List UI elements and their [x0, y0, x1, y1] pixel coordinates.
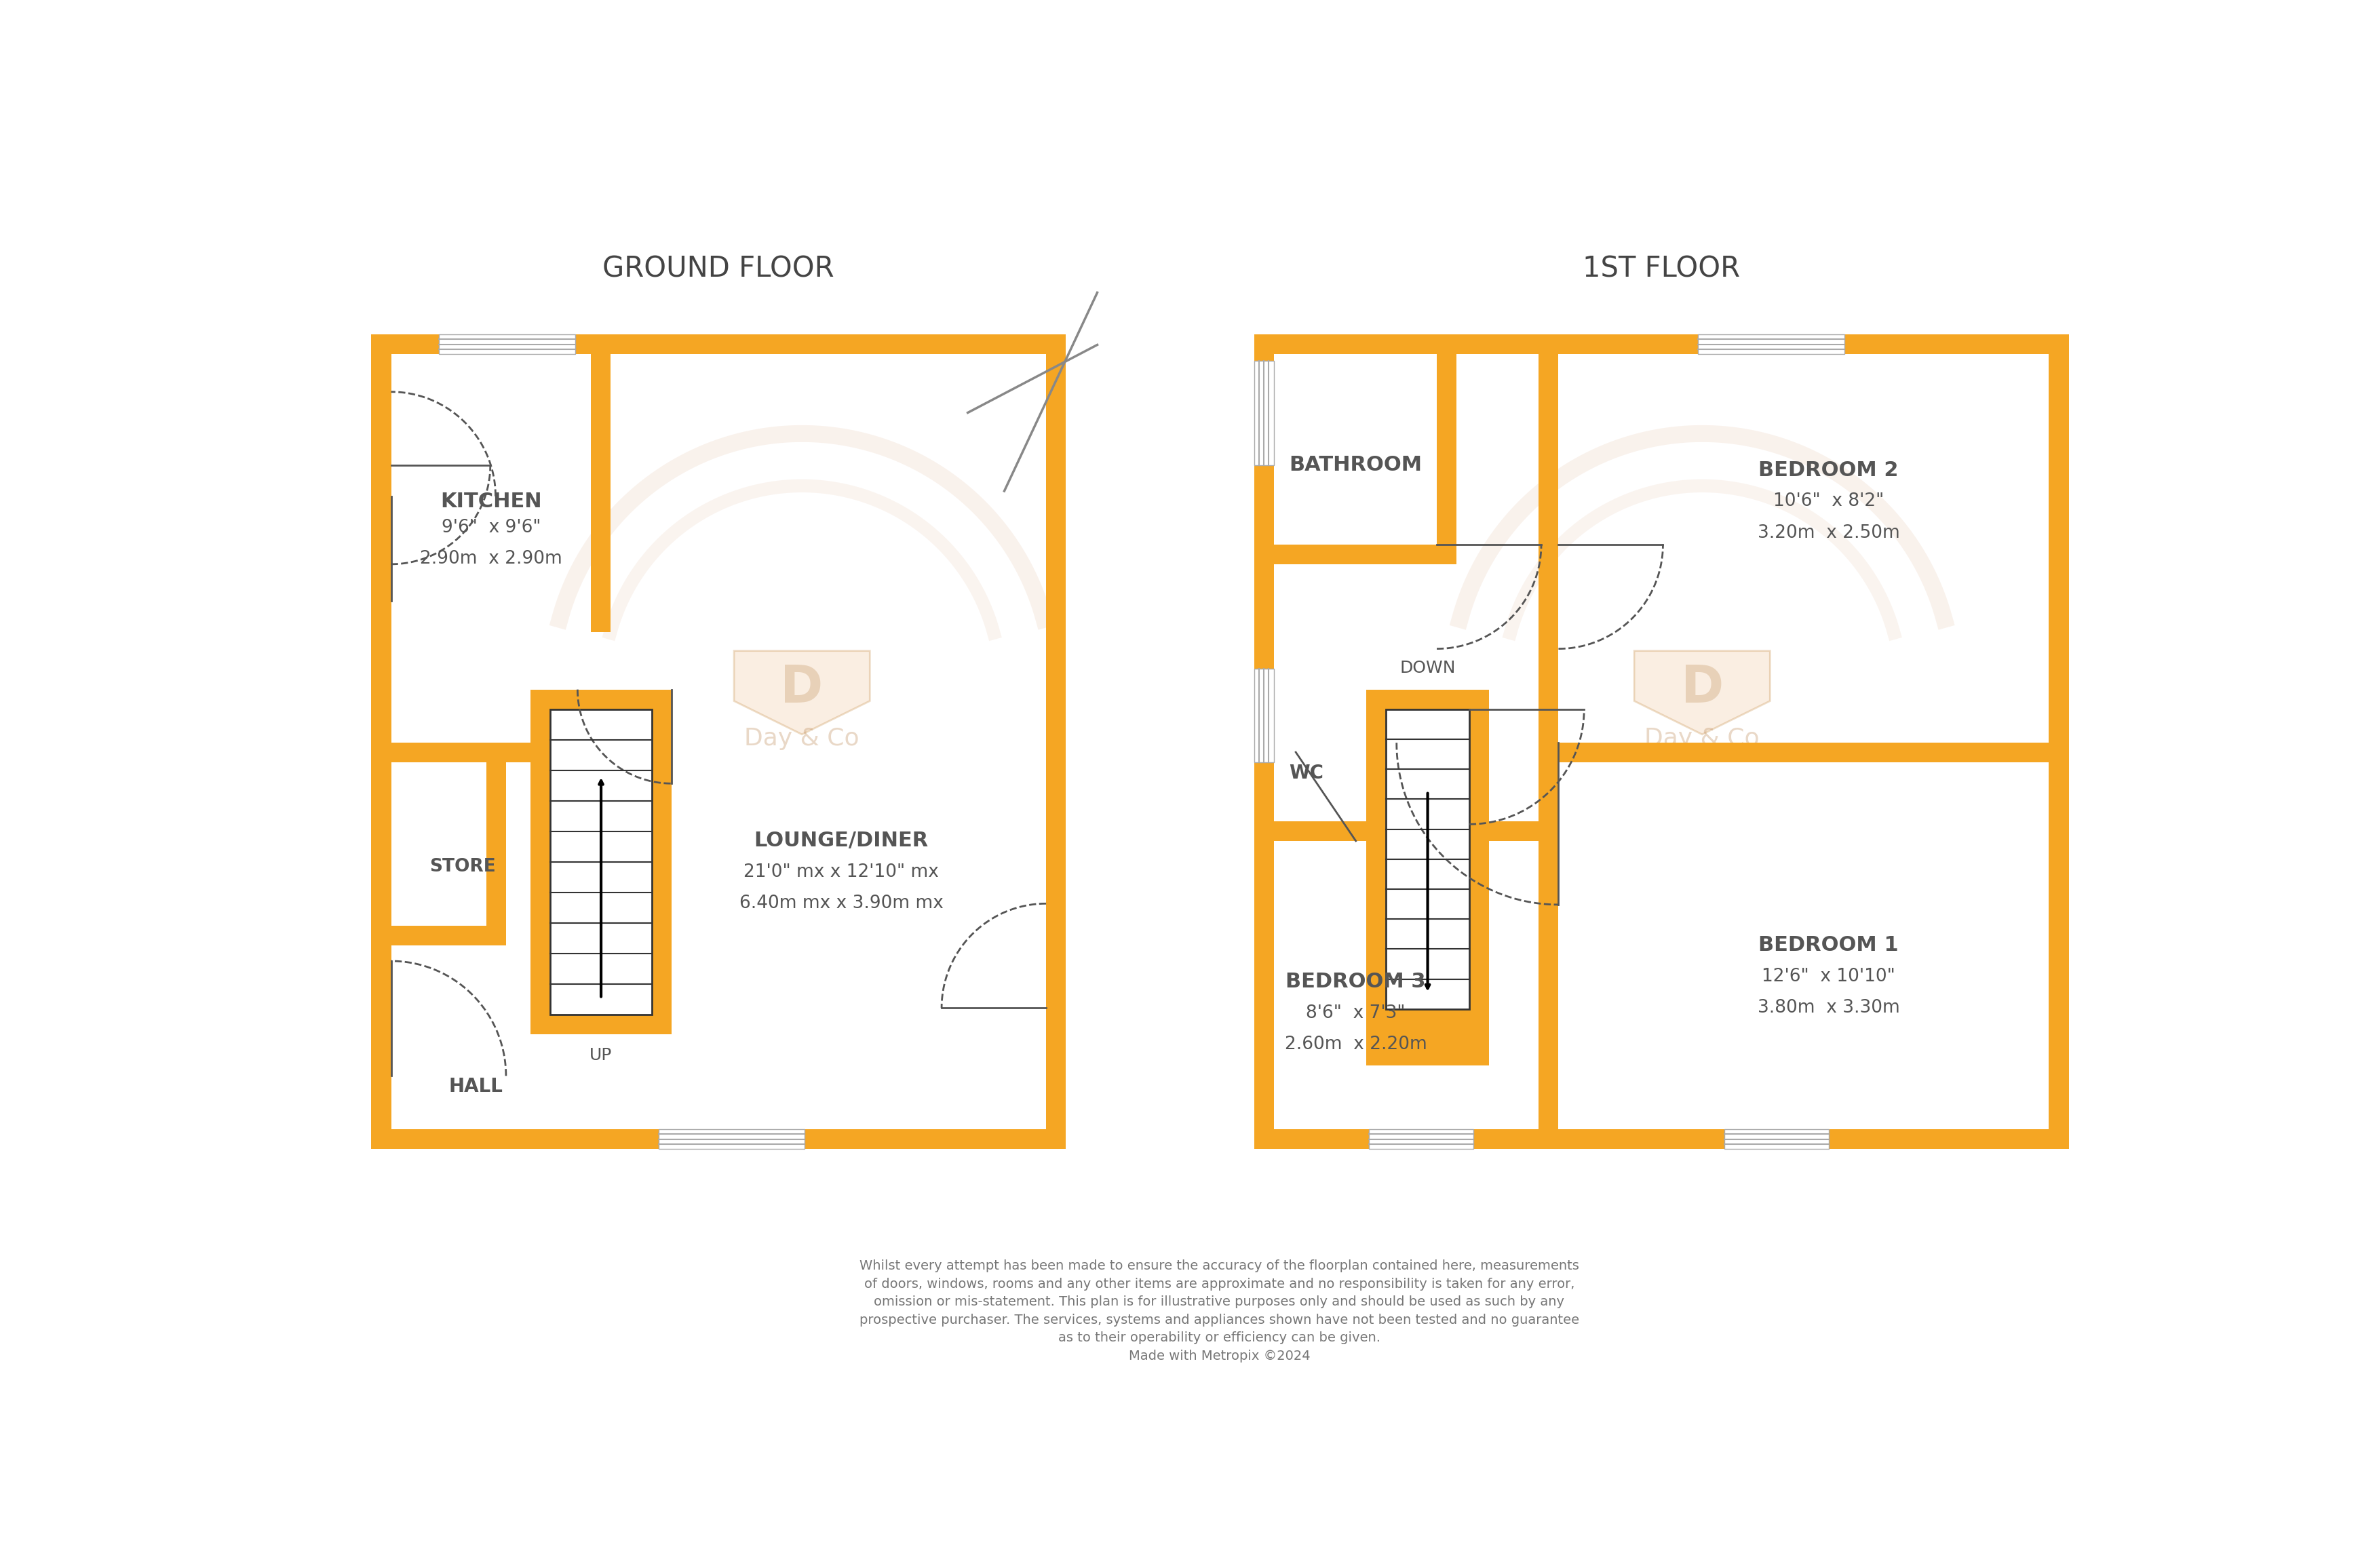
Text: 21'0" mx x 12'10" mx: 21'0" mx x 12'10" mx [745, 864, 940, 881]
Bar [531, 1014, 671, 1035]
Bar [1366, 690, 1489, 709]
Bar [550, 709, 652, 1014]
Text: 6.40m mx x 3.90m mx: 6.40m mx x 3.90m mx [740, 895, 944, 913]
Text: BEDROOM 1: BEDROOM 1 [1758, 936, 1898, 955]
Bar [1273, 822, 1558, 840]
Text: WC: WC [1289, 764, 1323, 782]
Text: KITCHEN: KITCHEN [440, 492, 542, 511]
Bar [371, 334, 390, 1149]
Bar [1254, 334, 1273, 1149]
Bar [1273, 544, 1456, 564]
Bar [1699, 334, 1844, 354]
Bar [531, 690, 550, 1035]
Bar [1725, 1129, 1829, 1149]
Bar [371, 334, 1066, 354]
Bar [2048, 334, 2070, 1149]
Bar [390, 925, 507, 946]
Bar [1254, 1129, 2070, 1149]
Bar [1539, 743, 2048, 762]
Text: BATHROOM: BATHROOM [1289, 455, 1423, 475]
Bar [1047, 334, 1066, 1149]
Bar [1254, 361, 1273, 466]
Text: GROUND FLOOR: GROUND FLOOR [602, 256, 835, 284]
Text: 9'6"  x 9'6": 9'6" x 9'6" [442, 519, 540, 536]
Text: 2.60m  x 2.20m: 2.60m x 2.20m [1285, 1036, 1427, 1054]
Text: BEDROOM 2: BEDROOM 2 [1758, 461, 1898, 480]
Text: DOWN: DOWN [1399, 660, 1456, 676]
Bar [1366, 1010, 1489, 1029]
Text: 12'6"  x 10'10": 12'6" x 10'10" [1763, 967, 1896, 986]
Text: Day & Co: Day & Co [745, 728, 859, 750]
Text: 3.80m  x 3.30m: 3.80m x 3.30m [1758, 999, 1901, 1018]
Text: 10'6"  x 8'2": 10'6" x 8'2" [1772, 492, 1884, 510]
Polygon shape [735, 651, 871, 734]
Text: D: D [780, 663, 823, 713]
Bar [371, 1129, 1066, 1149]
Text: 2.90m  x 2.90m: 2.90m x 2.90m [421, 550, 561, 568]
Text: UP: UP [590, 1047, 611, 1063]
Bar [1539, 334, 1558, 1129]
Text: BEDROOM 3: BEDROOM 3 [1285, 972, 1425, 993]
Bar [1254, 668, 1273, 762]
Text: LOUNGE/DINER: LOUNGE/DINER [754, 831, 928, 851]
Bar [390, 743, 611, 762]
Bar [485, 762, 507, 946]
Bar [590, 334, 611, 632]
Bar [1366, 690, 1387, 1029]
Text: HALL: HALL [450, 1077, 502, 1096]
Text: Whilst every attempt has been made to ensure the accuracy of the floorplan conta: Whilst every attempt has been made to en… [859, 1259, 1580, 1363]
Text: D: D [1680, 663, 1725, 713]
Text: 8'6"  x 7'3": 8'6" x 7'3" [1306, 1005, 1406, 1022]
Bar [1470, 690, 1489, 1029]
Bar [1368, 1129, 1473, 1149]
Text: Day & Co: Day & Co [1644, 728, 1760, 750]
Bar [659, 1129, 804, 1149]
Bar [531, 690, 671, 709]
Text: STORE: STORE [431, 858, 495, 877]
Text: 1ST FLOOR: 1ST FLOOR [1582, 256, 1739, 284]
Bar [1366, 1010, 1489, 1066]
Bar [1437, 334, 1456, 564]
Bar [652, 690, 671, 1035]
Bar [1387, 709, 1470, 1010]
Bar [1047, 517, 1066, 605]
Polygon shape [1634, 651, 1770, 734]
Text: 3.20m  x 2.50m: 3.20m x 2.50m [1758, 524, 1901, 541]
Bar [1254, 334, 2070, 354]
Bar [440, 334, 576, 354]
